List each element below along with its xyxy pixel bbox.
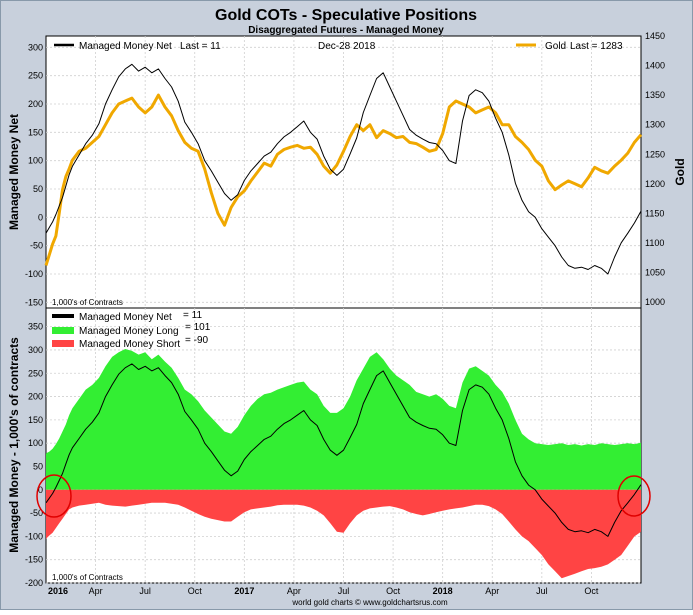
top-left-tick-label: 150 <box>28 127 43 137</box>
left-axis-title-bottom: Managed Money - 1,000's of contracts <box>7 337 21 553</box>
top-right-tick-label: 1300 <box>645 120 665 130</box>
x-tick-label: 2017 <box>234 586 254 596</box>
top-left-tick-label: 300 <box>28 42 43 52</box>
top-lines <box>44 63 643 275</box>
x-tick-label: 2018 <box>433 586 453 596</box>
top-legend-gold-label: Gold <box>545 41 566 52</box>
top-legend-gold-value: Last = 1283 <box>570 41 623 52</box>
bottom-tick-label: 100 <box>28 438 43 448</box>
top-left-tick-label: -50 <box>30 241 43 251</box>
top-left-tick-label: -150 <box>25 297 43 307</box>
bottom-tick-label: -50 <box>30 508 43 518</box>
top-right-tick-label: 1400 <box>645 61 665 71</box>
bottom-tick-label: 200 <box>28 392 43 402</box>
x-tick-label: Apr <box>89 586 103 596</box>
top-legend-net-label: Managed Money Net <box>79 41 172 52</box>
left-axis-title-top: Managed Money Net <box>7 114 21 230</box>
bottom-tick-label: 250 <box>28 368 43 378</box>
top-legend-net-value: Last = 11 <box>180 41 221 52</box>
bottom-legend-short-label: Managed Money Short <box>79 339 180 350</box>
top-date-label: Dec-28 2018 <box>318 41 376 52</box>
short-area <box>46 489 641 579</box>
bottom-areas <box>46 349 641 579</box>
top-right-tick-label: 1250 <box>645 149 665 159</box>
right-axis-title: Gold <box>673 158 687 185</box>
top-left-tick-label: 250 <box>28 71 43 81</box>
top-right-tick-label: 1450 <box>645 31 665 41</box>
x-tick-label: Jul <box>536 586 548 596</box>
top-right-tick-label: 1050 <box>645 268 665 278</box>
bottom-tick-label: -150 <box>25 555 43 565</box>
x-tick-label: Jul <box>139 586 151 596</box>
bottom-tick-label: 300 <box>28 345 43 355</box>
top-units-note: 1,000's of Contracts <box>52 298 123 307</box>
top-right-tick-label: 1150 <box>645 208 664 218</box>
long-area <box>46 349 641 490</box>
chart-title: Gold COTs - Speculative Positions <box>215 7 477 24</box>
x-tick-label: 2016 <box>48 586 68 596</box>
top-left-tick-label: -100 <box>25 269 43 279</box>
bottom-legend-net-value: = 11 <box>183 310 202 321</box>
bottom-tick-label: -100 <box>25 531 43 541</box>
chart-subtitle: Disaggregated Futures - Managed Money <box>248 25 444 36</box>
bottom-legend-short-value: = -90 <box>185 335 209 346</box>
axis-labels: 300 250 200 150 100 50 0 -50 -100 -150 1450 1400 135… <box>25 31 665 596</box>
bottom-legend-swatch-net <box>52 314 74 318</box>
top-grid <box>46 36 641 308</box>
top-right-tick-label: 1350 <box>645 90 665 100</box>
top-right-tick-label: 1200 <box>645 179 665 189</box>
top-right-tick-label: 1100 <box>645 238 664 248</box>
bottom-tick-label: -200 <box>25 578 43 588</box>
x-tick-label: Jul <box>338 586 350 596</box>
x-tick-label: Oct <box>386 586 401 596</box>
bottom-legend-swatch-long <box>52 327 74 334</box>
bottom-units-note: 1,000's of Contracts <box>52 573 123 582</box>
top-left-tick-label: 200 <box>28 99 43 109</box>
bottom-tick-label: 50 <box>33 461 43 471</box>
annotation-circle-left <box>36 474 72 518</box>
bottom-tick-label: 0 <box>38 485 43 495</box>
x-tick-label: Apr <box>485 586 499 596</box>
x-tick-label: Apr <box>287 586 301 596</box>
bottom-legend-swatch-short <box>52 340 74 347</box>
bottom-lines <box>45 363 642 537</box>
gold-price-line <box>44 93 643 266</box>
footer-credit: world gold charts © www.goldchartsrus.co… <box>291 598 448 607</box>
x-tick-label: Oct <box>188 586 203 596</box>
annotation-circle-right <box>617 475 651 517</box>
top-right-tick-label: 1000 <box>645 297 665 307</box>
top-left-tick-label: 100 <box>28 156 43 166</box>
top-left-tick-label: 0 <box>38 212 43 222</box>
x-tick-label: Oct <box>584 586 599 596</box>
top-left-tick-label: 50 <box>33 184 43 194</box>
bottom-tick-label: 150 <box>28 415 43 425</box>
bottom-legend-long-label: Managed Money Long <box>79 326 179 337</box>
bottom-legend-long-value: = 101 <box>185 322 211 333</box>
managed-money-net-line-top <box>45 63 642 275</box>
bottom-legend-net-label: Managed Money Net <box>79 312 172 323</box>
managed-money-net-line-bottom <box>45 363 642 537</box>
bottom-tick-label: 350 <box>28 322 43 332</box>
